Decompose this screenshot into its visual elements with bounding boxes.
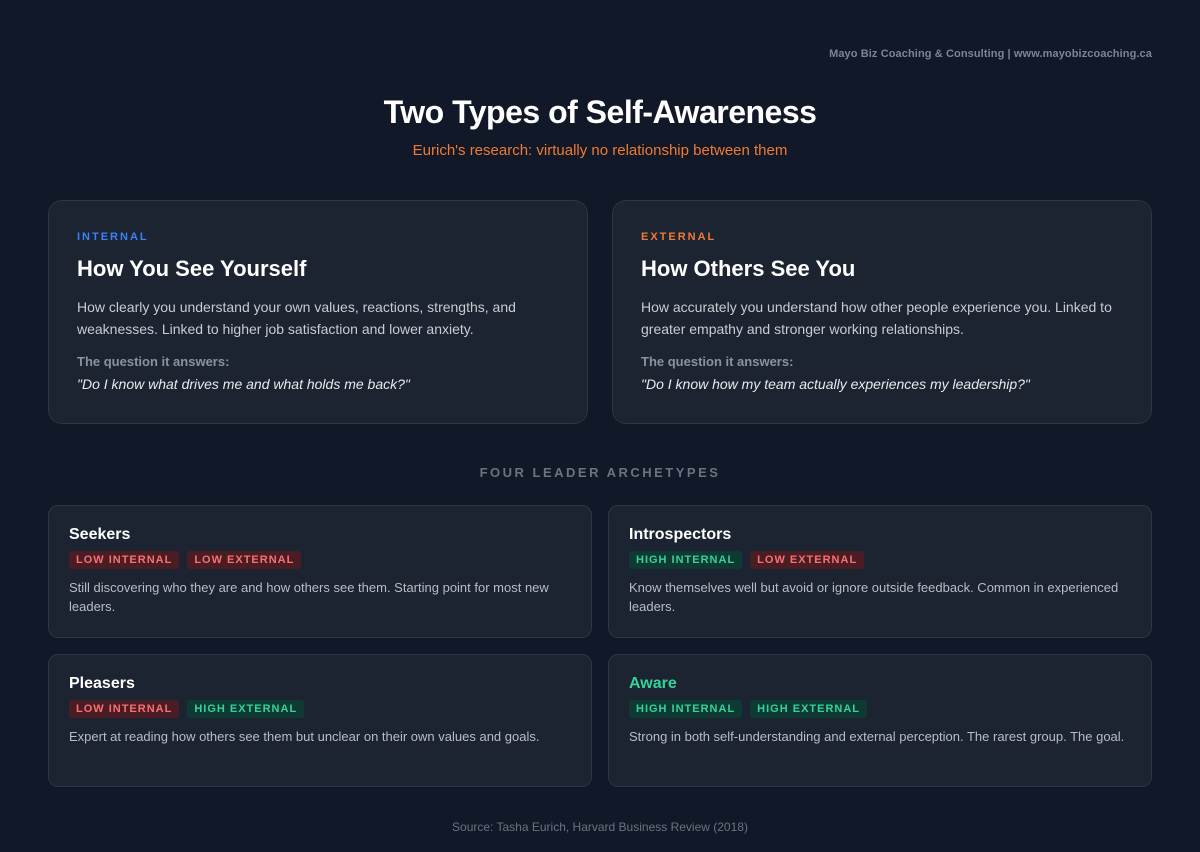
question-label: The question it answers: [77, 354, 230, 369]
external-awareness-card: EXTERNAL How Others See You How accurate… [612, 200, 1152, 424]
archetype-name: Aware [629, 675, 677, 692]
archetype-tags: HIGH INTERNAL LOW EXTERNAL [629, 551, 1131, 569]
archetype-card-aware: Aware HIGH INTERNAL HIGH EXTERNAL Strong… [608, 654, 1152, 787]
brand-credit: Mayo Biz Coaching & Consulting | www.may… [829, 48, 1152, 60]
low-external-tag: LOW EXTERNAL [187, 551, 302, 569]
archetype-tags: LOW INTERNAL HIGH EXTERNAL [69, 700, 571, 718]
archetype-tags: LOW INTERNAL LOW EXTERNAL [69, 551, 571, 569]
archetype-description: Strong in both self-understanding and ex… [629, 729, 1125, 744]
card-heading: How Others See You [641, 256, 856, 281]
page-subtitle: Eurich's research: virtually no relation… [412, 142, 788, 159]
card-description: How clearly you understand your own valu… [77, 299, 516, 337]
card-eyebrow: INTERNAL [77, 231, 149, 243]
internal-awareness-card: INTERNAL How You See Yourself How clearl… [48, 200, 588, 424]
archetype-name: Pleasers [69, 675, 135, 692]
low-internal-tag: LOW INTERNAL [69, 700, 180, 718]
high-external-tag: HIGH EXTERNAL [750, 700, 868, 718]
archetype-card-introspectors: Introspectors HIGH INTERNAL LOW EXTERNAL… [608, 505, 1152, 638]
archetype-name: Introspectors [629, 526, 732, 543]
archetype-tags: HIGH INTERNAL HIGH EXTERNAL [629, 700, 1131, 718]
archetype-card-seekers: Seekers LOW INTERNAL LOW EXTERNAL Still … [48, 505, 592, 638]
high-internal-tag: HIGH INTERNAL [629, 700, 743, 718]
low-internal-tag: LOW INTERNAL [69, 551, 180, 569]
archetypes-section-label: FOUR LEADER ARCHETYPES [479, 465, 721, 480]
question-label: The question it answers: [641, 354, 794, 369]
page-title: Two Types of Self-Awareness [383, 94, 817, 130]
archetype-card-pleasers: Pleasers LOW INTERNAL HIGH EXTERNAL Expe… [48, 654, 592, 787]
card-heading: How You See Yourself [77, 256, 307, 281]
question-text: "Do I know what drives me and what holds… [77, 376, 410, 392]
high-external-tag: HIGH EXTERNAL [187, 700, 305, 718]
archetype-description: Still discovering who they are and how o… [69, 580, 549, 614]
low-external-tag: LOW EXTERNAL [750, 551, 865, 569]
card-description: How accurately you understand how other … [641, 299, 1112, 337]
high-internal-tag: HIGH INTERNAL [629, 551, 743, 569]
source-citation: Source: Tasha Eurich, Harvard Business R… [452, 820, 748, 834]
archetype-description: Expert at reading how others see them bu… [69, 729, 540, 744]
archetype-name: Seekers [69, 526, 131, 543]
question-text: "Do I know how my team actually experien… [641, 376, 1030, 392]
card-eyebrow: EXTERNAL [641, 231, 717, 243]
archetype-description: Know themselves well but avoid or ignore… [629, 580, 1119, 614]
